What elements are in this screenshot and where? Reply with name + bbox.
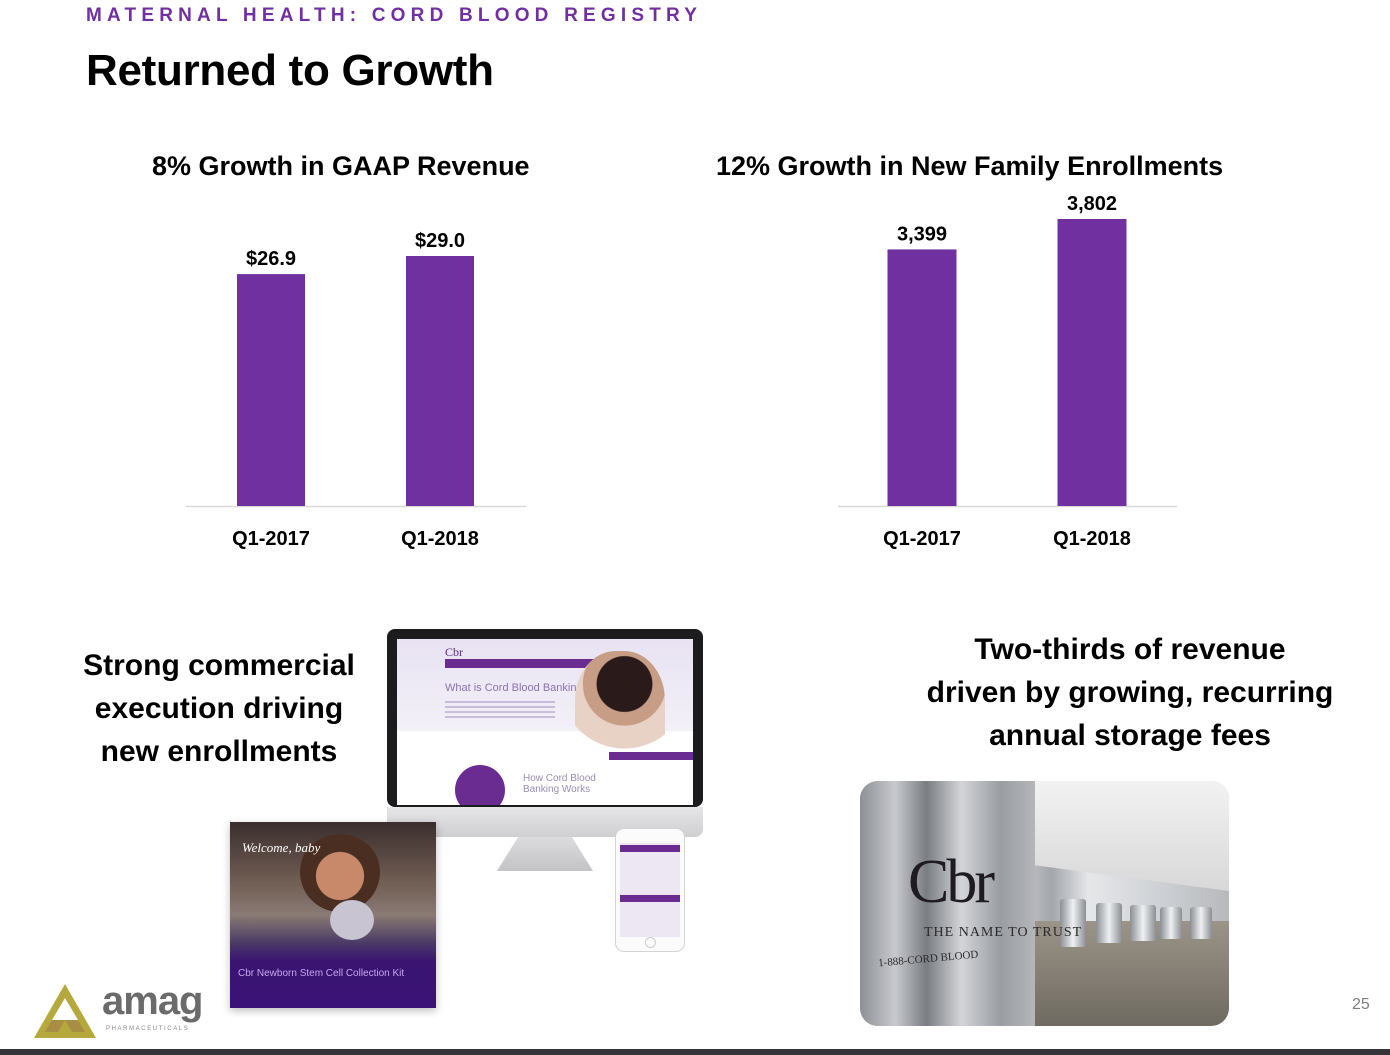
tank-tagline: THE NAME TO TRUST	[924, 925, 1083, 940]
website-subheading: How Cord Blood Banking Works	[523, 773, 596, 795]
right-blurb-line: annual storage fees	[989, 719, 1271, 752]
website-body-text	[445, 701, 555, 721]
brochure-tagline: Cbr Newborn Stem Cell Collection Kit	[238, 968, 405, 979]
baby-photo	[330, 900, 374, 940]
revenue-chart: $26.9 Q1-2017 $29.0 Q1-2018	[186, 230, 526, 550]
bar-q1-2018	[1057, 219, 1127, 506]
storage-tanks-photo: Cbr THE NAME TO TRUST 1-888-CORD BLOOD	[860, 781, 1229, 1026]
monitor-stand	[497, 837, 593, 871]
right-blurb-line: Two-thirds of revenue	[974, 633, 1286, 666]
phone-home-button	[645, 937, 656, 948]
monitor-screen: Cbr What is Cord Blood Banking? How Cord…	[397, 639, 693, 805]
amag-triangle-icon	[34, 984, 96, 1038]
data-label: $26.9	[246, 248, 296, 270]
bar-charts: $26.9 Q1-2017 $29.0 Q1-2018 3,399 Q1-2017 3,8…	[186, 193, 1177, 550]
brochure-welcome-text: Welcome, baby	[242, 840, 321, 855]
left-blurb-line: new enrollments	[100, 735, 338, 768]
website-logo: Cbr	[445, 645, 463, 659]
storage-tank	[1190, 907, 1212, 939]
section-kicker: MATERNAL HEALTH: CORD BLOOD REGISTRY	[86, 5, 703, 26]
chart-title-revenue: 8% Growth in GAAP Revenue	[152, 151, 530, 181]
x-tick-label: Q1-2017	[883, 528, 961, 550]
phone-screen	[620, 843, 680, 937]
bar-q1-2017	[887, 249, 957, 507]
family-illustration	[455, 765, 505, 805]
left-blurb-line: execution driving	[94, 692, 344, 725]
chart-title-enrollments: 12% Growth in New Family Enrollments	[716, 151, 1224, 181]
left-blurb-line: Strong commercial	[83, 649, 355, 682]
website-heading: What is Cord Blood Banking?	[445, 682, 589, 694]
tank-logo: Cbr	[908, 848, 995, 916]
amag-subtitle: PHARMACEUTICALS	[106, 1026, 190, 1032]
welcome-kit-brochure: Welcome, baby Cbr Newborn Stem Cell Coll…	[230, 822, 436, 1008]
website-desktop-mockup: Cbr What is Cord Blood Banking? How Cord…	[387, 629, 703, 837]
website-phone-mockup	[615, 828, 685, 952]
left-blurb: Strong commercial execution driving new …	[70, 644, 368, 773]
storage-tank	[1130, 905, 1156, 941]
bottom-bar	[0, 1049, 1390, 1055]
bar-q1-2017	[237, 274, 305, 506]
x-tick-label: Q1-2018	[401, 528, 479, 550]
mother-photo	[300, 832, 380, 912]
data-label: 3,802	[1067, 193, 1117, 215]
monitor-bezel: Cbr What is Cord Blood Banking? How Cord…	[387, 629, 703, 807]
phone-navbar	[620, 845, 680, 852]
slide-title: Returned to Growth	[86, 46, 494, 95]
enrollments-chart: 3,399 Q1-2017 3,802 Q1-2018	[838, 193, 1177, 550]
data-label: $29.0	[415, 230, 465, 252]
right-blurb: Two-thirds of revenue driven by growing,…	[900, 628, 1360, 757]
page-number: 25	[1352, 996, 1370, 1013]
data-label: 3,399	[897, 223, 947, 245]
right-blurb-line: driven by growing, recurring	[926, 676, 1334, 709]
foreground-tank	[860, 781, 1035, 1026]
x-tick-label: Q1-2017	[232, 528, 310, 550]
website-chat-popup	[609, 752, 693, 805]
storage-tank	[1160, 907, 1182, 939]
bar-q1-2018	[406, 256, 474, 506]
mother-baby-photo	[575, 651, 665, 761]
amag-logo: amag PHARMACEUTICALS	[32, 979, 212, 1042]
phone-banner	[620, 895, 680, 902]
x-tick-label: Q1-2018	[1053, 528, 1131, 550]
amag-wordmark: amag	[102, 979, 203, 1023]
storage-tank	[1060, 899, 1086, 947]
storage-tank	[1096, 903, 1122, 943]
